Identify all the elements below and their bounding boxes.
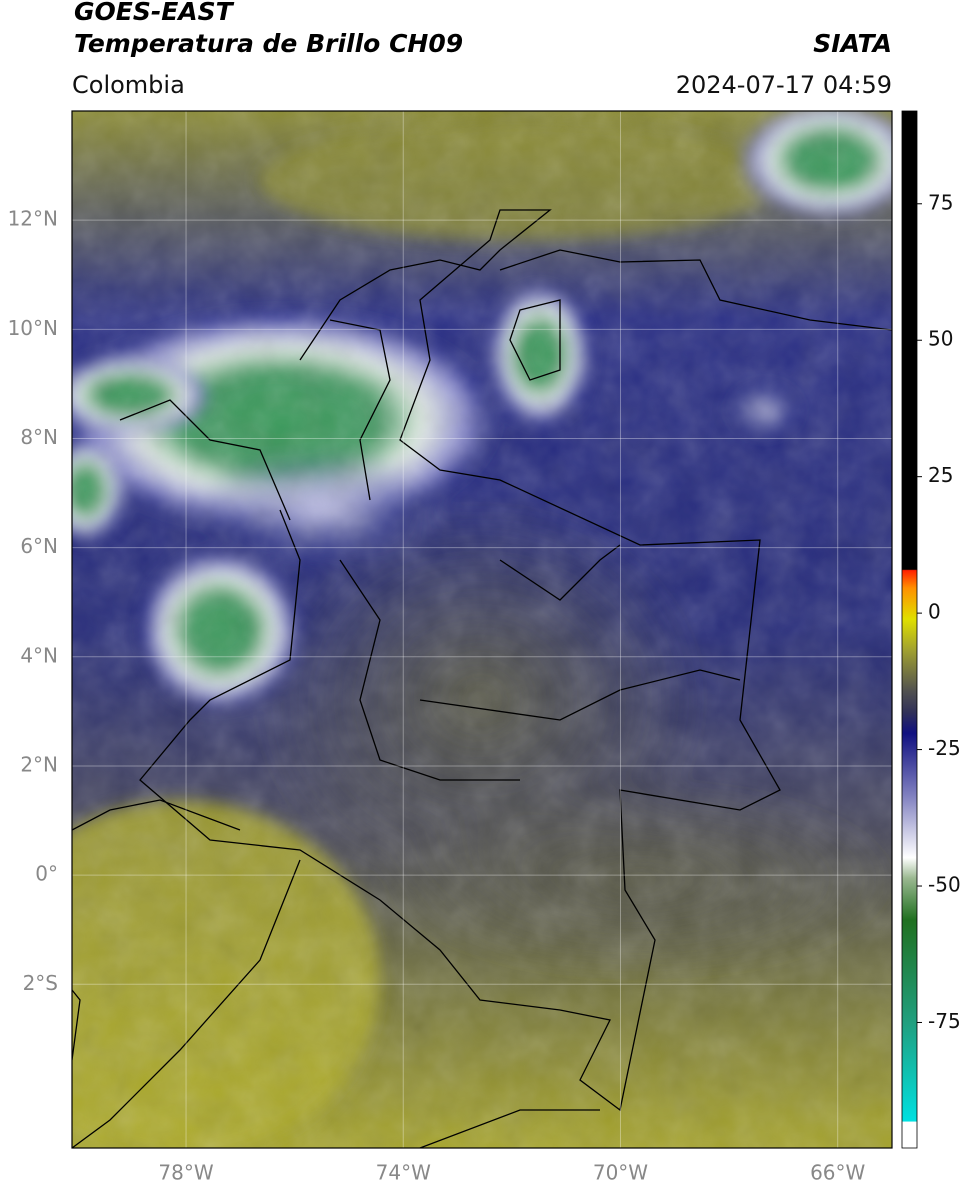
x-tick-label: 78°W xyxy=(158,1161,213,1185)
y-tick-label: 8°N xyxy=(20,425,58,449)
subtitle: Temperatura de Brillo CH09 xyxy=(74,29,463,58)
x-tick-label: 70°W xyxy=(593,1161,648,1185)
title: GOES-EAST xyxy=(74,0,235,26)
x-tick-label: 66°W xyxy=(810,1161,865,1185)
y-tick-label: 2°S xyxy=(23,971,58,995)
colorbar-tick-label: 0 xyxy=(928,600,941,624)
graticule xyxy=(72,111,892,1148)
y-tick-label: 10°N xyxy=(8,316,58,340)
y-tick-label: 4°N xyxy=(20,643,58,667)
colorbar xyxy=(901,110,918,1149)
y-tick-label: 6°N xyxy=(20,534,58,558)
datetime: 2024-07-17 04:59 xyxy=(676,71,892,99)
region: Colombia xyxy=(72,71,185,99)
source: SIATA xyxy=(813,29,892,58)
colorbar-tick-label: -25 xyxy=(928,736,961,760)
colorbar-tick-label: -50 xyxy=(928,873,961,897)
y-tick-label: 2°N xyxy=(20,752,58,776)
colorbar-tick-label: 75 xyxy=(928,190,953,214)
country-borders xyxy=(72,209,892,1148)
colorbar-tick-label: -75 xyxy=(928,1009,961,1033)
y-tick-label: 12°N xyxy=(8,207,58,231)
map-frame xyxy=(71,110,893,1149)
colorbar-tick-label: 50 xyxy=(928,327,953,351)
x-tick-label: 74°W xyxy=(376,1161,431,1185)
y-tick-label: 0° xyxy=(35,862,58,886)
colorbar-tick-label: 25 xyxy=(928,463,953,487)
satellite-image xyxy=(72,111,892,1148)
